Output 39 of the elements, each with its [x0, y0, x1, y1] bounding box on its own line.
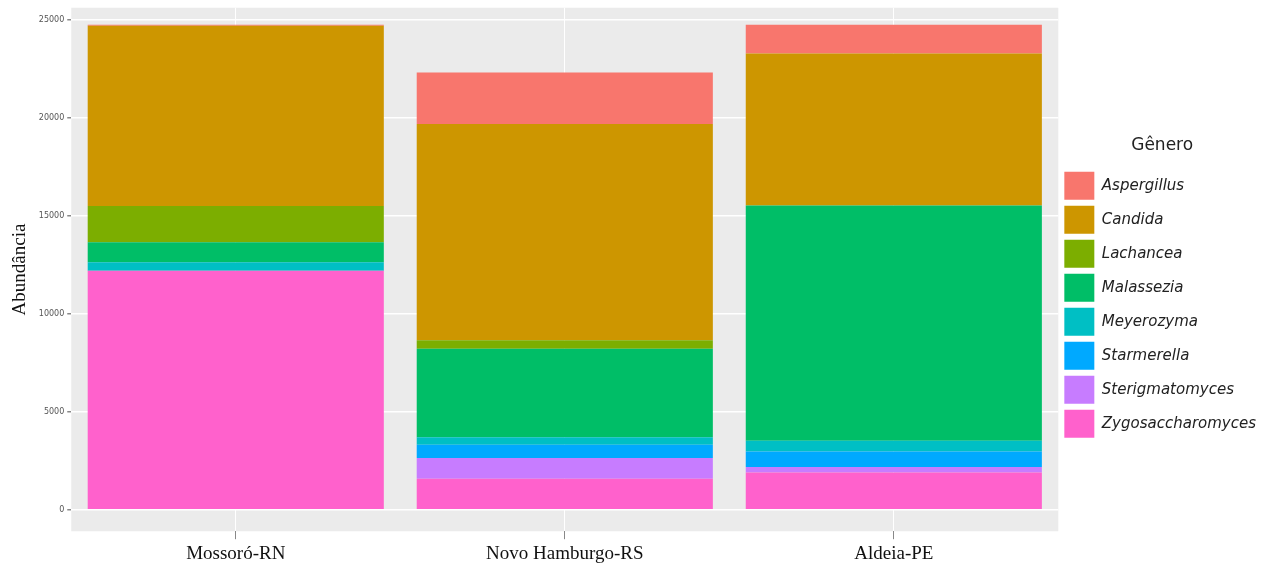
- bar: [87, 242, 384, 263]
- bar: [416, 72, 713, 125]
- x-tick-label: Mossoró-RN: [186, 541, 286, 563]
- legend-label: Sterigmatomyces: [1101, 379, 1235, 398]
- y-tick-label: 20000: [38, 112, 65, 122]
- bar: [416, 458, 713, 479]
- bar: [416, 478, 713, 509]
- legend-label: Lachancea: [1101, 243, 1183, 262]
- y-tick-label: 15000: [38, 210, 65, 220]
- legend-label: Candida: [1101, 209, 1164, 228]
- bar: [416, 437, 713, 445]
- bar: [87, 262, 384, 271]
- bar: [87, 25, 384, 206]
- legend-label: Zygosaccharomyces: [1100, 413, 1257, 432]
- legend-label: Meyerozyma: [1101, 311, 1199, 330]
- bar: [416, 124, 713, 341]
- bar: [745, 451, 1042, 468]
- x-tick-label: Novo Hamburgo-RS: [486, 541, 644, 563]
- y-tick-label: 5000: [43, 406, 65, 416]
- legend-title: Gênero: [1131, 134, 1194, 155]
- bar: [745, 205, 1042, 441]
- y-tick-label: 25000: [38, 14, 65, 24]
- bar: [745, 24, 1042, 54]
- x-tick-label: Aldeia-PE: [854, 541, 934, 563]
- y-tick-label: 0: [59, 504, 65, 514]
- bar: [416, 348, 713, 438]
- bar: [87, 270, 384, 509]
- bar: [416, 340, 713, 349]
- legend-label: Starmerella: [1101, 345, 1190, 364]
- y-axis-title: Abundância: [8, 223, 30, 316]
- bar: [745, 53, 1042, 206]
- legend-label: Aspergillus: [1100, 175, 1185, 194]
- y-tick-label: 10000: [38, 308, 65, 318]
- legend-label: Malassezia: [1101, 277, 1184, 296]
- bar: [745, 467, 1042, 473]
- bar: [416, 444, 713, 459]
- bar: [745, 440, 1042, 452]
- bar: [87, 205, 384, 243]
- bar: [745, 472, 1042, 509]
